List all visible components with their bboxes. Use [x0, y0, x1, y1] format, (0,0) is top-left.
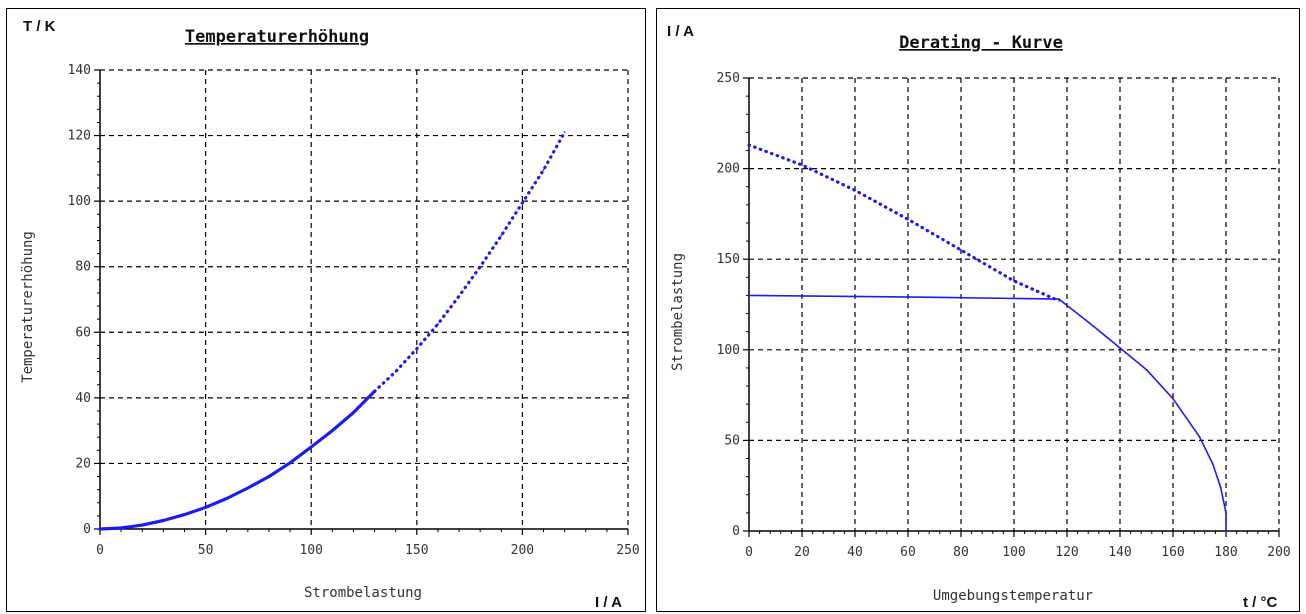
x-tick-label: 20: [794, 545, 810, 560]
chart-title: Derating - Kurve: [899, 33, 1063, 53]
data-point: [184, 514, 186, 516]
data-point: [564, 131, 566, 133]
chart-panel-derating: 0 50 100 150 200 250 0 20 40 60 80 100 120 140 160 180 2…: [656, 8, 1300, 612]
data-point: [331, 430, 333, 432]
x-tick-label: 140: [1108, 545, 1131, 560]
data-point: [500, 235, 502, 237]
data-point: [479, 266, 481, 268]
data-point: [247, 487, 249, 489]
data-point: [374, 390, 376, 392]
data-point: [141, 524, 143, 526]
data-point: [205, 506, 207, 508]
y-tick-label: 150: [717, 252, 740, 267]
x-tick-label: 150: [405, 543, 428, 558]
data-point: [1220, 487, 1222, 489]
data-point: [934, 296, 936, 298]
x-tick-label: 250: [616, 543, 639, 558]
x-unit-label: I / A: [595, 594, 622, 610]
chart-title: Temperaturerhöhung: [185, 27, 369, 47]
data-point: [416, 348, 418, 350]
data-point: [960, 249, 962, 251]
y-tick-label: 0: [732, 524, 740, 539]
data-point: [353, 412, 355, 414]
x-axis-title: Umgebungstemperatur: [933, 588, 1093, 604]
y-tick-label: 50: [724, 433, 740, 448]
y-tick-label: 140: [68, 63, 91, 78]
derating-chart: 0 50 100 150 200 250 0 20 40 60 80 100 120 140 160 180 2…: [657, 9, 1298, 610]
x-tick-label: 40: [847, 545, 863, 560]
y-tick-label: 100: [717, 343, 740, 358]
y-tick-label: 20: [75, 456, 91, 471]
y-tick-label: 0: [83, 522, 91, 537]
data-point: [1212, 463, 1214, 465]
x-axis-title: Strombelastung: [304, 585, 422, 601]
x-tick-label: 0: [745, 545, 753, 560]
data-point: [268, 476, 270, 478]
data-point: [543, 169, 545, 171]
y-tick-label: 60: [75, 325, 91, 340]
data-point: [437, 323, 439, 325]
data-point: [1058, 298, 1060, 300]
data-point: [395, 371, 397, 373]
data-point: [1093, 325, 1095, 327]
x-tick-label: 0: [96, 543, 104, 558]
y-tick-label: 100: [68, 194, 91, 209]
data-point: [522, 202, 524, 204]
y-unit-label: I / A: [667, 23, 694, 40]
data-point: [1172, 398, 1174, 400]
data-point: [99, 528, 101, 530]
x-tick-label: 200: [511, 543, 534, 558]
y-axis-title: Strombelastung: [670, 253, 686, 371]
data-point: [1119, 347, 1121, 349]
x-tick-label: 80: [953, 545, 969, 560]
y-tick-label: 200: [717, 162, 740, 177]
data-point: [748, 144, 750, 146]
data-point: [120, 527, 122, 529]
x-tick-label: 100: [1002, 545, 1025, 560]
solid-curve-series: [749, 295, 1226, 531]
y-unit-label: T / K: [23, 18, 56, 35]
data-point: [854, 189, 856, 191]
data-point: [1225, 530, 1227, 532]
y-tick-label: 250: [717, 71, 740, 86]
data-point: [289, 462, 291, 464]
y-tick-label: 40: [75, 391, 91, 406]
data-point: [801, 164, 803, 166]
data-point: [458, 295, 460, 297]
data-point: [226, 498, 228, 500]
x-tick-label: 120: [1055, 545, 1078, 560]
data-point: [1199, 436, 1201, 438]
y-axis-title: Temperaturerhöhung: [20, 231, 36, 383]
data-point: [1225, 512, 1227, 514]
data-point: [748, 295, 750, 297]
x-tick-label: 50: [198, 543, 214, 558]
y-tick-label: 120: [68, 129, 91, 144]
x-tick-label: 180: [1214, 545, 1237, 560]
data-point: [1146, 369, 1148, 371]
data-point: [162, 520, 164, 522]
data-point: [907, 218, 909, 220]
x-tick-label: 60: [900, 545, 916, 560]
x-tick-label: 200: [1267, 545, 1290, 560]
x-unit-label: t / °C: [1243, 594, 1277, 610]
x-tick-label: 100: [299, 543, 322, 558]
chart-panel-temperature: 0 20 40 60 80 100 120 140 0 50 100 150 200 250 T / K …: [6, 8, 646, 612]
data-point: [1013, 280, 1015, 282]
dotted-curve-series: [375, 132, 565, 391]
x-tick-label: 160: [1161, 545, 1184, 560]
solid-curve-series: [100, 391, 375, 529]
y-tick-label: 80: [75, 260, 91, 275]
data-point: [310, 446, 312, 448]
